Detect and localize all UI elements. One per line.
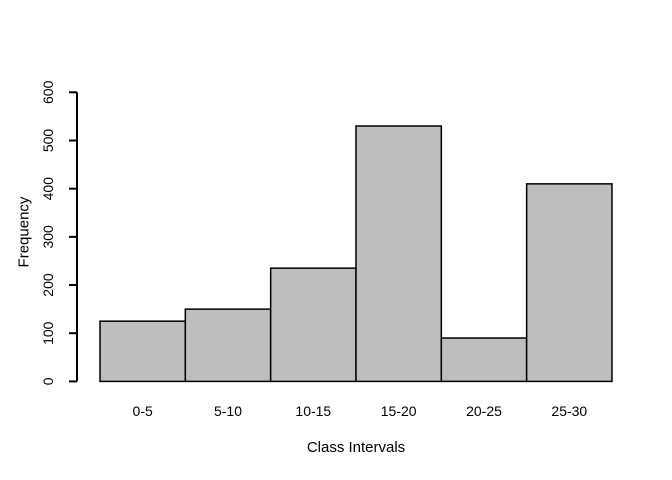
- histogram-bar: [355, 125, 443, 383]
- x-axis-category-label: 5-10: [214, 403, 242, 419]
- histogram-bar: [99, 320, 187, 383]
- histogram-bar: [440, 337, 528, 383]
- bars-group: [99, 125, 613, 383]
- x-axis-category-label: 25-30: [551, 403, 587, 419]
- x-axis-category-label: 20-25: [466, 403, 502, 419]
- histogram-bar: [525, 183, 613, 383]
- histogram-bar: [184, 308, 272, 383]
- y-axis-tick-label: 600: [40, 80, 56, 104]
- histogram-bar: [269, 267, 357, 383]
- y-axis-ticks-group: [69, 91, 77, 383]
- y-axis-tick-label: 400: [40, 177, 56, 201]
- x-axis-category-label: 10-15: [295, 403, 331, 419]
- y-axis-tick-label: 200: [40, 273, 56, 297]
- x-axis-title: Class Intervals: [307, 439, 405, 456]
- x-axis-category-labels-group: 0-5 5-10 10-15 15-20 20-25 25-30: [133, 403, 588, 419]
- y-axis-title: Frequency: [16, 196, 33, 267]
- y-axis-tick-label: 0: [40, 377, 56, 385]
- y-axis-tick-label: 500: [40, 129, 56, 153]
- y-axis-tick-label: 100: [40, 321, 56, 345]
- y-axis-tick-label: 300: [40, 225, 56, 249]
- x-axis-category-label: 15-20: [381, 403, 417, 419]
- y-axis-tick-labels-group: 0 100 200 300 400 500 600: [40, 80, 56, 385]
- x-axis-category-label: 0-5: [133, 403, 153, 419]
